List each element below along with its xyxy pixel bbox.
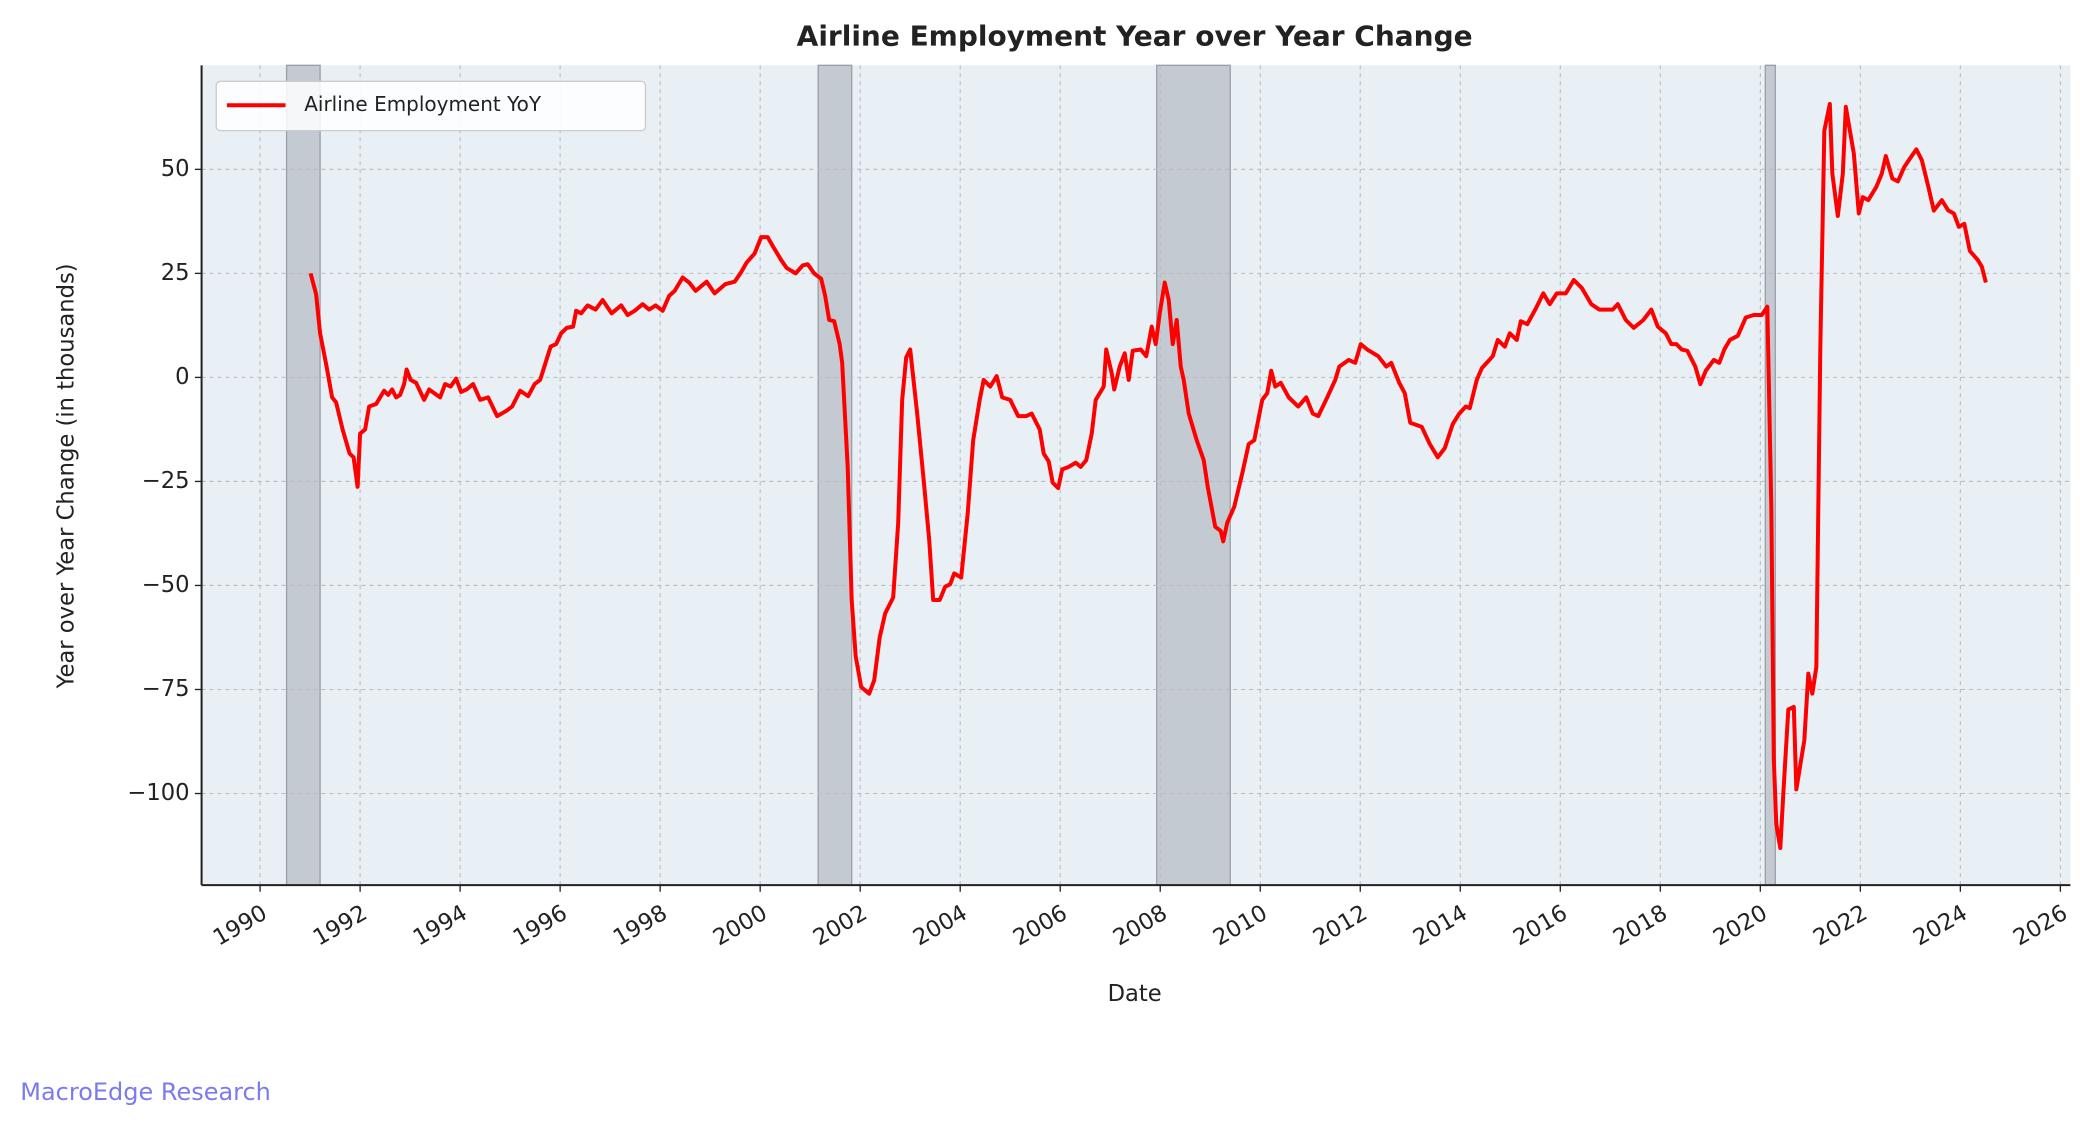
recession-shade [1156, 64, 1231, 886]
plot-area [201, 65, 2071, 886]
y-tick-label: −75 [142, 676, 190, 702]
y-tick-label: −100 [127, 780, 189, 806]
recession-shade [285, 64, 321, 886]
chart-title: Airline Employment Year over Year Change [797, 19, 1473, 52]
y-tick-label: −25 [142, 468, 190, 494]
data-line [308, 102, 1988, 851]
legend-label: Airline Employment YoY [304, 92, 542, 116]
legend-box [215, 80, 647, 132]
watermark: MacroEdge Research [20, 1078, 271, 1106]
y-tick-label: −50 [142, 572, 190, 598]
x-axis-label: Date [1108, 981, 1162, 1007]
y-tick-label: 50 [161, 156, 190, 182]
y-tick-label: 0 [175, 364, 189, 390]
y-tick-label: 25 [161, 260, 190, 286]
y-axis-label: Year over Year Change (in thousands) [53, 263, 79, 689]
